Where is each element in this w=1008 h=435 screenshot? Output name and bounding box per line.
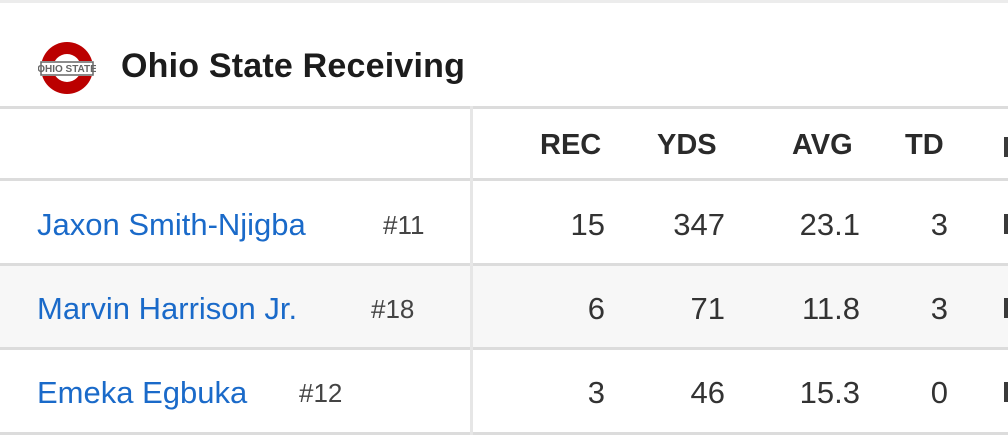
row-divider	[0, 432, 1008, 435]
yds-value: 46	[690, 375, 725, 410]
row-divider	[0, 347, 1008, 350]
jersey-number: #18	[371, 294, 415, 324]
jersey-number: #11	[383, 210, 425, 240]
logo-wordmark: OHIO STATE	[38, 64, 96, 75]
table-row	[0, 266, 1008, 347]
page-title: Ohio State Receiving	[121, 47, 466, 85]
jersey-number: #12	[299, 378, 343, 408]
row-divider	[0, 263, 1008, 266]
col-header-avg[interactable]: AVG	[792, 129, 853, 161]
table-header-bar: OHIO STATE Ohio State Receiving	[0, 3, 1008, 106]
row-overflow	[1004, 298, 1008, 318]
avg-value: 15.3	[799, 375, 860, 410]
player-link[interactable]: Emeka Egbuka	[37, 375, 248, 410]
yds-value: 71	[690, 291, 725, 326]
col-header-td[interactable]: TD	[905, 129, 944, 161]
col-header-rec[interactable]: REC	[540, 129, 602, 161]
column-header-row	[0, 109, 1008, 178]
col-header-yds[interactable]: YDS	[657, 129, 717, 161]
td-value: 3	[930, 291, 948, 326]
header-divider	[0, 106, 1008, 109]
column-divider	[470, 106, 473, 435]
row-overflow	[1004, 382, 1008, 402]
rec-value: 15	[570, 207, 605, 242]
col-header-overflow	[1004, 137, 1008, 157]
ohio-state-logo-icon: OHIO STATE	[38, 42, 96, 94]
yds-value: 347	[673, 207, 725, 242]
player-link[interactable]: Jaxon Smith-Njigba	[37, 207, 306, 242]
row-overflow	[1004, 214, 1008, 234]
td-value: 0	[930, 375, 948, 410]
rec-value: 3	[587, 375, 605, 410]
player-link[interactable]: Marvin Harrison Jr.	[37, 291, 298, 326]
rec-value: 6	[587, 291, 605, 326]
row-divider	[0, 178, 1008, 181]
avg-value: 23.1	[799, 207, 860, 242]
td-value: 3	[930, 207, 948, 242]
top-divider	[0, 0, 1008, 3]
avg-value: 11.8	[801, 291, 860, 326]
